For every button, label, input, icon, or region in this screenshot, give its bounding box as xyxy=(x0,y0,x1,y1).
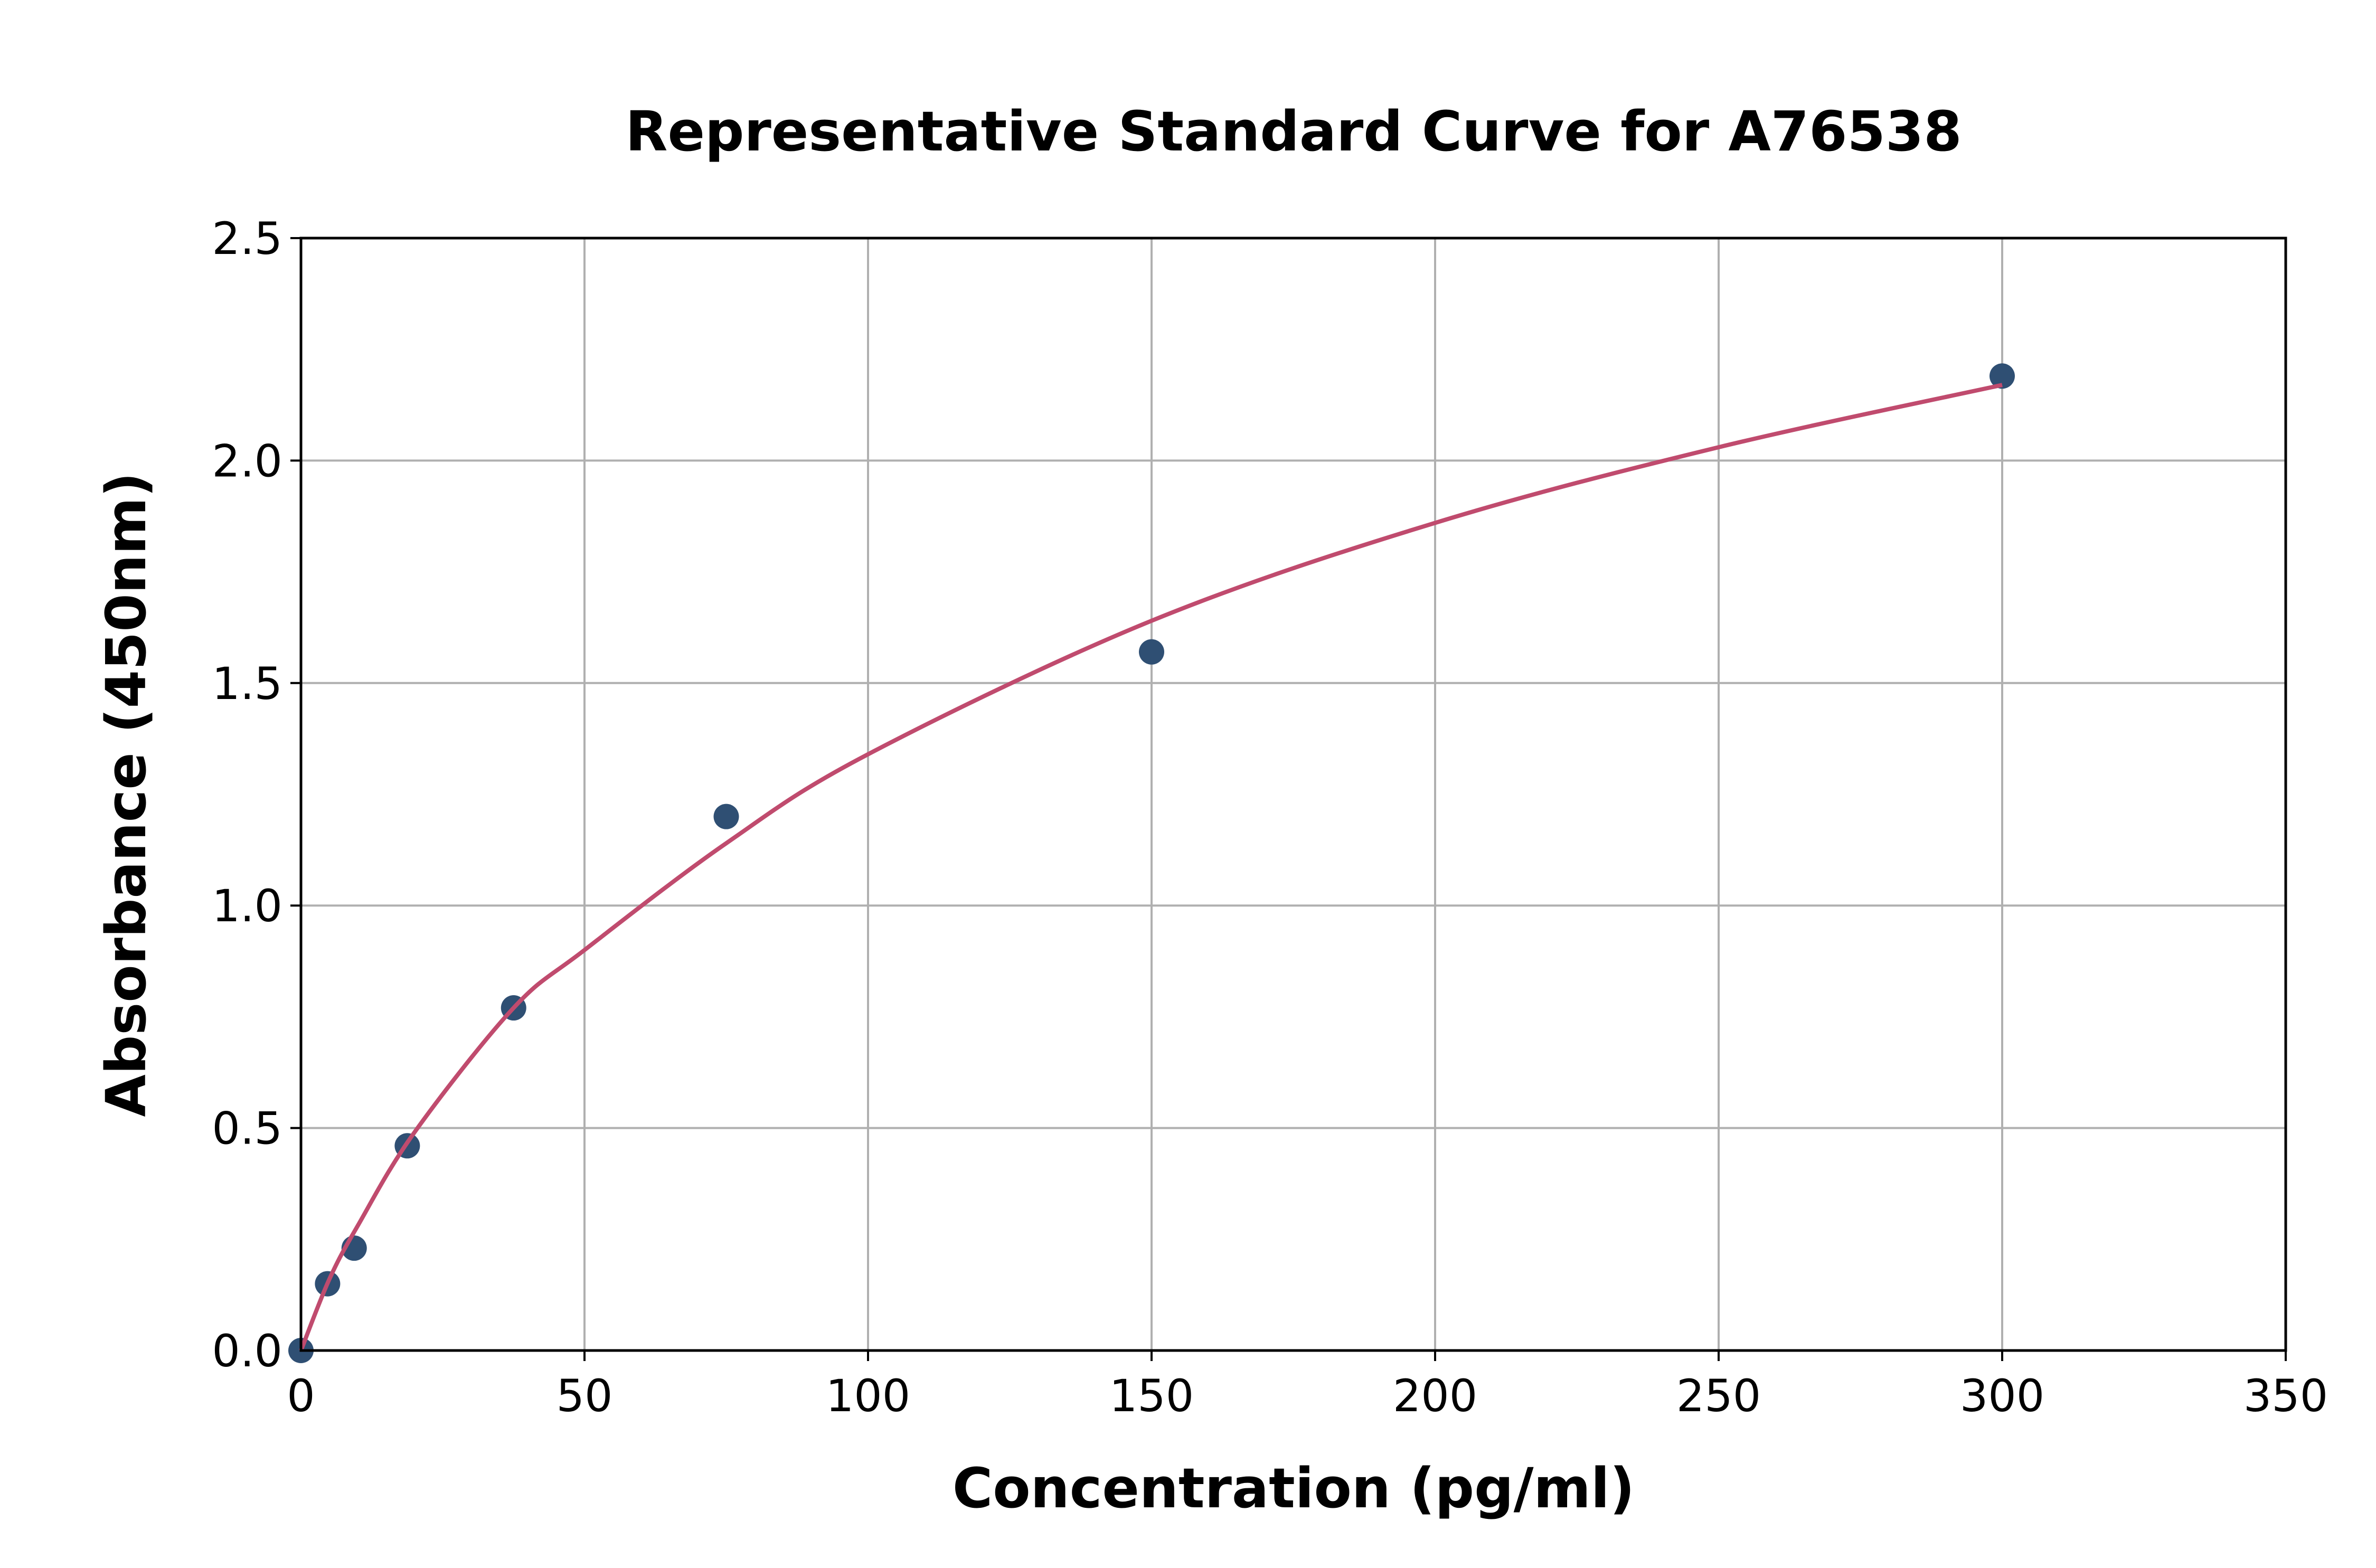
x-tick-label: 50 xyxy=(557,1370,613,1422)
y-tick-label: 2.0 xyxy=(212,435,282,487)
data-point xyxy=(1139,639,1164,665)
x-tick-label: 100 xyxy=(826,1370,910,1422)
plot-frame xyxy=(299,237,2287,1352)
data-point xyxy=(1990,363,2015,389)
x-axis-label: Concentration (pg/ml) xyxy=(953,1456,1635,1520)
x-tick-label: 0 xyxy=(287,1370,315,1422)
chart-title: Representative Standard Curve for A76538 xyxy=(625,99,1962,164)
y-tick-label: 2.5 xyxy=(212,213,282,265)
y-axis-ticks: 0.0 0.5 1.0 1.5 2.0 2.5 xyxy=(212,213,301,1377)
x-tick-label: 350 xyxy=(2243,1370,2328,1422)
x-tick-label: 150 xyxy=(1109,1370,1194,1422)
x-axis-ticks: 0 50 100 150 200 250 300 350 xyxy=(287,1350,2328,1422)
data-points xyxy=(288,363,2015,1363)
x-tick-label: 300 xyxy=(1960,1370,2044,1422)
fit-curve xyxy=(299,383,2003,1352)
x-tick-label: 200 xyxy=(1393,1370,1477,1422)
y-axis-label: Absorbance (450nm) xyxy=(94,472,158,1117)
data-point xyxy=(713,804,739,829)
y-tick-label: 0.0 xyxy=(212,1325,282,1377)
grid xyxy=(300,237,2287,1352)
x-tick-label: 250 xyxy=(1676,1370,1761,1422)
y-tick-label: 0.5 xyxy=(212,1103,282,1155)
y-tick-label: 1.5 xyxy=(212,658,282,710)
y-tick-label: 1.0 xyxy=(212,880,282,932)
